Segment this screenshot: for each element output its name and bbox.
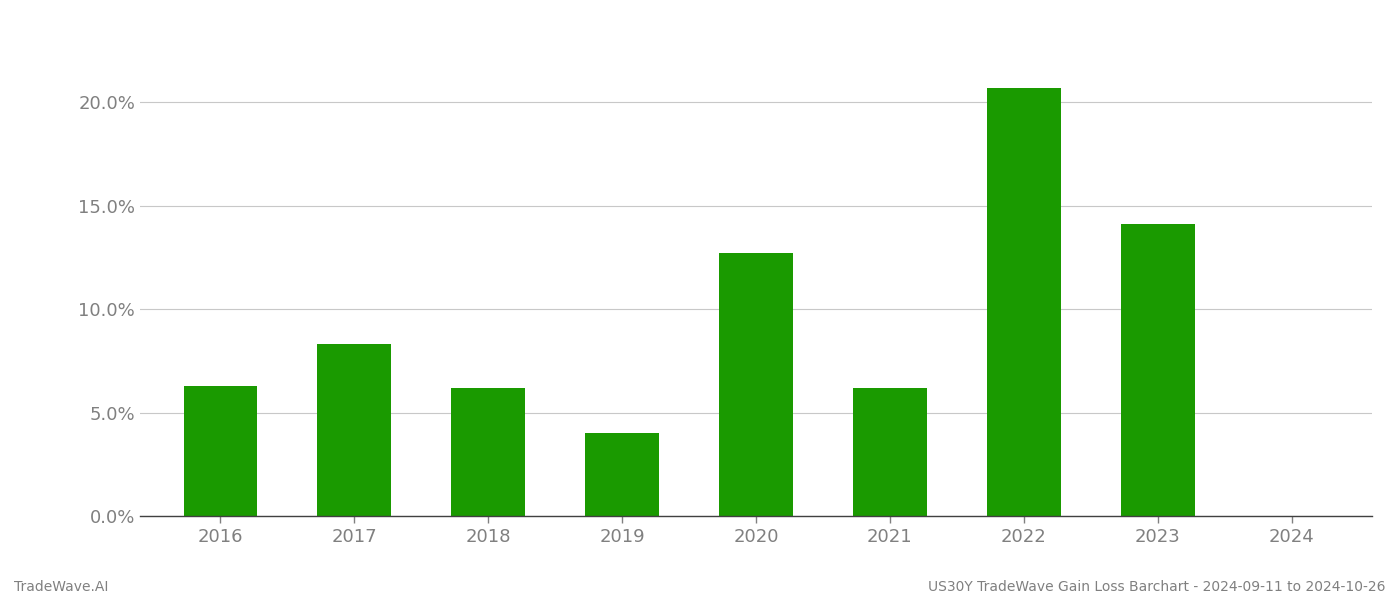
Bar [318,344,391,516]
Bar [720,253,792,516]
Bar [853,388,927,516]
Text: US30Y TradeWave Gain Loss Barchart - 2024-09-11 to 2024-10-26: US30Y TradeWave Gain Loss Barchart - 202… [928,580,1386,594]
Bar [451,388,525,516]
Text: TradeWave.AI: TradeWave.AI [14,580,108,594]
Bar [585,433,659,516]
Bar [987,88,1061,516]
Bar [183,386,258,516]
Bar [1121,224,1194,516]
